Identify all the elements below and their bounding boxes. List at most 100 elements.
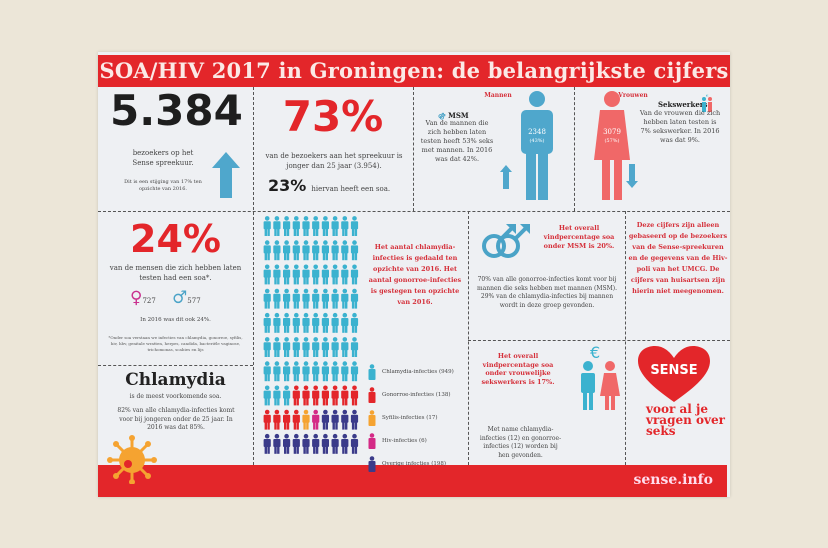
- arrow-up-icon: [212, 152, 240, 198]
- footer-bar: sense.info: [98, 465, 727, 497]
- person-icon: [350, 240, 359, 261]
- person-icon: [302, 312, 310, 333]
- person-icon: [368, 432, 376, 449]
- person-icon: [350, 312, 359, 333]
- person-icon: [312, 312, 320, 333]
- person-icon: [263, 288, 271, 309]
- person-icon: [263, 337, 271, 357]
- person-icon: [292, 288, 300, 309]
- legend-item: Syfilis-infecties (17): [368, 406, 468, 429]
- legend-item: Hiv-infecties (6): [368, 429, 468, 452]
- person-icon: [292, 264, 300, 285]
- divider: [413, 87, 414, 211]
- person-icon: [273, 337, 281, 357]
- virus-icon: [107, 435, 157, 484]
- infections-note: Het aantal chlamydia-infecties is gedaal…: [368, 243, 462, 306]
- person-icon: [292, 361, 300, 382]
- person-icon: [341, 264, 349, 285]
- person-icon: [331, 216, 339, 236]
- msm-label: ⚣ MSM: [438, 111, 469, 120]
- person-icon: [273, 433, 281, 454]
- person-icon: [350, 288, 359, 309]
- young-percent: 73%: [282, 92, 384, 141]
- divider: [98, 211, 730, 212]
- person-icon: [283, 409, 291, 430]
- soa-text: van de mensen die zich hebben laten test…: [109, 264, 242, 282]
- person-icon: [283, 385, 291, 406]
- person-icon: [331, 385, 339, 406]
- person-icon: [368, 409, 376, 426]
- svg-text:€: €: [590, 343, 600, 362]
- person-icon: [302, 264, 310, 285]
- person-icon: [341, 216, 349, 236]
- person-icon: [312, 216, 320, 236]
- person-icon: [263, 409, 271, 430]
- visitors-note: Dit is een stijging van 17% ten opzichte…: [124, 179, 202, 192]
- person-icon: [283, 264, 291, 285]
- young-sub-text: hiervan heeft een soa.: [311, 185, 391, 193]
- person-icon: [350, 361, 359, 382]
- male-couple-icon: [482, 224, 530, 258]
- legend-label: Chlamydia-infecties (949): [382, 368, 454, 375]
- person-icon: [273, 264, 281, 285]
- person-icon: [292, 240, 300, 261]
- person-icon: [292, 312, 300, 333]
- sexworkers-text: Met name chlamydia-infecties (12) en gon…: [479, 426, 562, 459]
- person-icon: [350, 216, 359, 236]
- male-symbol-icon: ♂: [172, 288, 188, 308]
- person-icon: [331, 337, 339, 357]
- person-icon: [341, 288, 349, 309]
- infographic: SOA/HIV 2017 in Groningen: de belangrijk…: [98, 52, 730, 497]
- sexworkers-label: Sekswerkers: [658, 100, 708, 109]
- person-icon: [350, 409, 359, 430]
- person-icon: [321, 409, 329, 430]
- person-icon: [312, 361, 320, 382]
- person-icon: [368, 386, 376, 403]
- person-icon: [273, 240, 281, 261]
- person-icon: [292, 433, 300, 454]
- person-icon: [302, 240, 310, 261]
- person-icon: [283, 288, 291, 309]
- sense-heart-logo: SENSE: [638, 346, 710, 402]
- legend-label: Gonorroe-infecties (138): [382, 391, 451, 398]
- person-icon: [263, 240, 271, 261]
- divider: [468, 211, 469, 465]
- man-figure-icon: [521, 91, 553, 200]
- legend-label: Hiv-infecties (6): [382, 437, 427, 444]
- person-icon: [273, 409, 281, 430]
- legend-label: Overige infecties (198): [382, 460, 447, 467]
- women-text: Van de vrouwen die zich hebben laten tes…: [639, 109, 721, 144]
- person-icon: [312, 385, 320, 406]
- person-icon: [321, 240, 329, 261]
- person-icon: [302, 433, 310, 454]
- person-icon: [292, 337, 300, 357]
- sexworker-couple-icon: €: [581, 343, 620, 410]
- person-icon: [312, 433, 320, 454]
- person-icon: [302, 216, 310, 236]
- person-icon: [302, 337, 310, 357]
- person-icon: [321, 216, 329, 236]
- person-icon: [331, 264, 339, 285]
- visitors-label: bezoekers op het Sense spreekuur.: [132, 149, 194, 167]
- person-icon: [341, 312, 349, 333]
- person-icon: [341, 240, 349, 261]
- person-icon: [331, 288, 339, 309]
- person-icon: [341, 409, 349, 430]
- person-icon: [292, 216, 300, 236]
- msm-text: 70% van alle gonorroe-infecties komt voo…: [476, 276, 618, 309]
- person-icon: [283, 337, 291, 357]
- young-sub-percent: 23%: [268, 176, 307, 195]
- person-icon: [263, 433, 271, 454]
- person-icon: [331, 433, 339, 454]
- sexworkers-highlight: Het overall vindpercentage soa onder vro…: [481, 352, 555, 386]
- women-title: Vrouwen: [618, 92, 648, 99]
- person-icon: [331, 409, 339, 430]
- person-icon: [312, 240, 320, 261]
- person-icon: [273, 216, 281, 236]
- person-icon: [341, 337, 349, 357]
- website-link[interactable]: sense.info: [633, 472, 714, 488]
- chlamydia-text: 82% van alle chlamydia-infecties komt vo…: [117, 407, 235, 431]
- person-icon: [321, 264, 329, 285]
- soa-prev: In 2016 was dit ook 24%.: [140, 317, 211, 323]
- person-icon: [321, 385, 329, 406]
